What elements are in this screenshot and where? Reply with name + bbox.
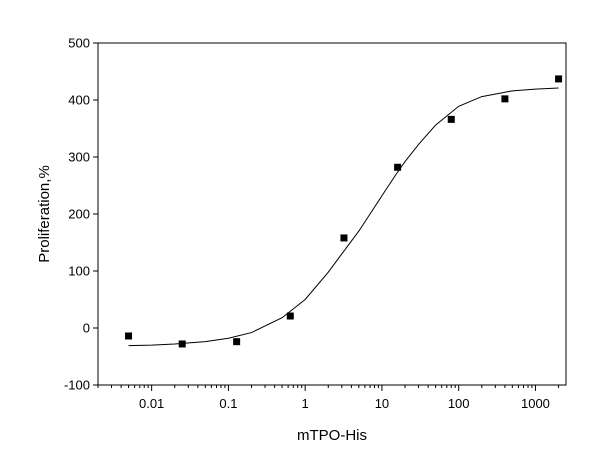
data-point [125, 332, 133, 340]
x-tick-label: 10 [375, 396, 389, 411]
data-point [501, 95, 509, 103]
fitted-curve [128, 87, 559, 347]
data-point [447, 115, 455, 123]
x-tick-label: 1 [302, 396, 309, 411]
data-point [555, 75, 563, 83]
x-axis-title: mTPO-His [297, 427, 367, 444]
y-tick-label: -100 [64, 378, 90, 393]
y-tick-label: 400 [68, 93, 90, 108]
y-tick-label: 100 [68, 264, 90, 279]
y-axis-title: Proliferation,% [36, 165, 53, 263]
data-point [178, 340, 186, 348]
x-tick-label: 1000 [521, 396, 550, 411]
x-tick-label: 0.1 [219, 396, 237, 411]
y-tick-label: 200 [68, 207, 90, 222]
y-tick-label: 0 [83, 321, 90, 336]
y-tick-label: 300 [68, 150, 90, 165]
x-tick-label: 0.01 [139, 396, 164, 411]
data-point [340, 234, 348, 242]
data-point [233, 338, 241, 346]
y-tick-label: 500 [68, 36, 90, 51]
data-points [125, 75, 563, 348]
data-point [394, 163, 402, 171]
x-axis: 0.01 0.1 1 10 100 1000 [97, 385, 560, 411]
y-axis: -100 0 100 200 300 400 500 [64, 36, 98, 393]
data-point [286, 312, 294, 320]
x-tick-label: 100 [448, 396, 470, 411]
